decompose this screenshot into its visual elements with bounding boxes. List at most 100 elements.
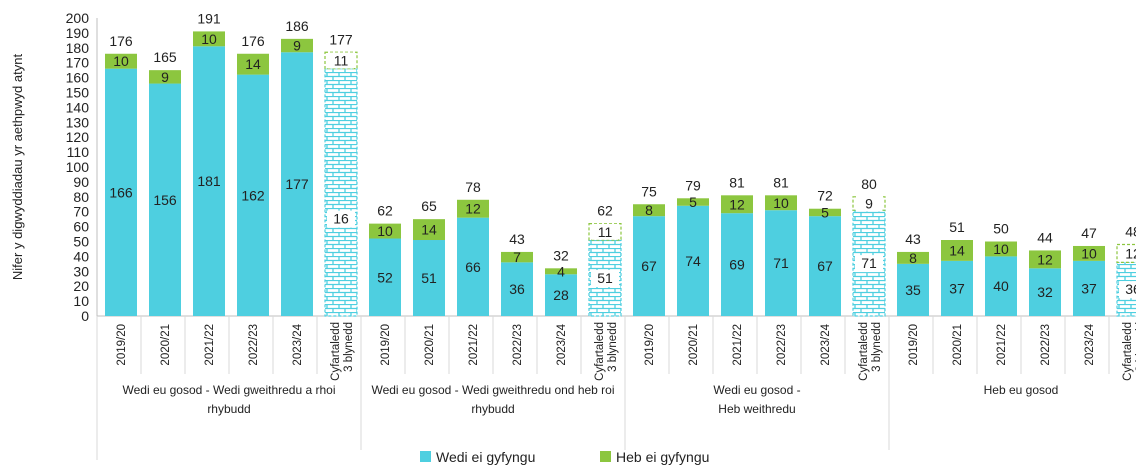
x-category-label: 2020/21 [688,324,700,366]
bar-not-contained [149,70,181,84]
value-label-not-contained: 11 [598,224,613,240]
bar-not-contained [413,219,445,241]
value-label-contained: 37 [1081,280,1097,296]
value-label-not-contained: 8 [645,202,653,218]
bar-contained [413,240,445,316]
group-label: Wedi eu gosod - [713,383,800,397]
total-label: 43 [509,231,525,247]
bar-contained [193,46,225,317]
bar-contained [1073,260,1105,316]
label-bg [327,210,355,228]
x-category-label: 2021/22 [996,324,1008,366]
value-label-contained: 32 [1037,284,1053,300]
x-category-label: 2021/22 [204,324,216,366]
y-tick-label: 30 [73,263,89,279]
x-category-label: 2020/21 [160,324,172,366]
x-category-label: 2020/21 [952,324,964,366]
bar-not-contained [281,38,313,53]
bar-not-contained [941,240,973,261]
value-label-contained: 69 [729,257,745,273]
group-label: Wedi eu gosod - Wedi gweithredu a rhoi [122,383,335,397]
label-bg [1119,281,1136,299]
y-tick-label: 150 [66,85,90,101]
value-label-not-contained: 12 [729,196,745,212]
value-label-not-contained: 10 [201,31,217,47]
bar-not-contained [677,198,709,206]
total-label: 62 [597,203,613,219]
y-tick-label: 130 [66,114,90,130]
x-category-label: 2022/23 [248,324,260,366]
y-tick-label: 80 [73,189,89,205]
bar-contained [985,256,1017,316]
x-category-label: 2020/21 [424,324,436,366]
value-label-not-contained: 4 [557,263,565,279]
value-label-not-contained: 5 [821,204,829,220]
bar-not-contained [193,31,225,47]
value-label-contained: 67 [641,258,657,274]
y-tick-label: 200 [66,10,90,26]
x-category-label: 2019/20 [380,324,392,366]
total-label: 48 [1125,223,1136,239]
value-label-not-contained: 9 [161,69,169,85]
value-label-contained: 35 [905,282,921,298]
y-tick-label: 180 [66,40,90,56]
label-bg [592,223,618,240]
value-label-not-contained: 8 [909,250,917,266]
total-label: 177 [329,31,353,47]
bar-not-contained [369,223,401,239]
y-tick-label: 10 [73,293,89,309]
y-tick-label: 70 [73,204,89,220]
bar-not-contained [765,195,797,211]
total-label: 65 [421,198,437,214]
bar-contained [501,262,533,316]
value-label-contained: 28 [553,287,569,303]
total-label: 43 [905,231,921,247]
label-bg [1120,245,1136,262]
y-tick-label: 60 [73,219,89,235]
value-label-contained: 156 [153,192,177,208]
y-tick-label: 110 [67,144,90,160]
bar-contained [1029,268,1061,316]
total-label: 81 [773,174,789,190]
value-label-contained: 177 [285,176,309,192]
legend-label: Wedi ei gyfyngu [436,449,535,465]
group-label: Wedi eu gosod - Wedi gweithredu ond heb … [371,383,614,397]
bar-not-contained [1029,250,1061,269]
legend-swatch [600,451,611,462]
total-label: 51 [949,219,965,235]
value-label-contained: 74 [685,253,701,269]
bar-contained [545,274,577,316]
value-label-contained: 51 [597,270,613,286]
value-label-not-contained: 14 [245,56,261,72]
y-tick-label: 0 [81,308,89,324]
label-bg [855,255,883,273]
total-label: 176 [241,33,265,49]
bar-not-contained [457,199,489,218]
y-tick-label: 50 [73,234,89,250]
value-label-contained: 71 [861,255,877,271]
x-category-label: 2023/24 [292,323,304,365]
value-label-contained: 162 [241,187,265,203]
value-label-not-contained: 11 [334,52,349,68]
bar-not-contained [985,241,1017,257]
group-label: Heb eu gosod [984,383,1059,397]
value-label-contained: 52 [377,269,393,285]
bar-contained [237,74,269,317]
x-category-label: 2021/22 [732,324,744,366]
y-tick-label: 90 [73,174,89,190]
x-category-label: 2023/24 [1084,323,1096,365]
y-tick-label: 40 [73,248,89,264]
value-label-not-contained: 10 [1081,245,1097,261]
x-category-label: 3 blynedd [343,322,355,372]
bar-not-contained [1073,245,1105,261]
bar-contained [721,213,753,316]
x-category-label: 3 blynedd [607,322,619,372]
value-label-contained: 36 [1125,281,1136,297]
total-label: 47 [1081,225,1097,241]
y-tick-label: 20 [73,278,89,294]
bar-not-contained [105,53,137,69]
value-label-not-contained: 10 [993,241,1009,257]
label-bg [856,195,882,212]
value-label-contained: 40 [993,278,1009,294]
